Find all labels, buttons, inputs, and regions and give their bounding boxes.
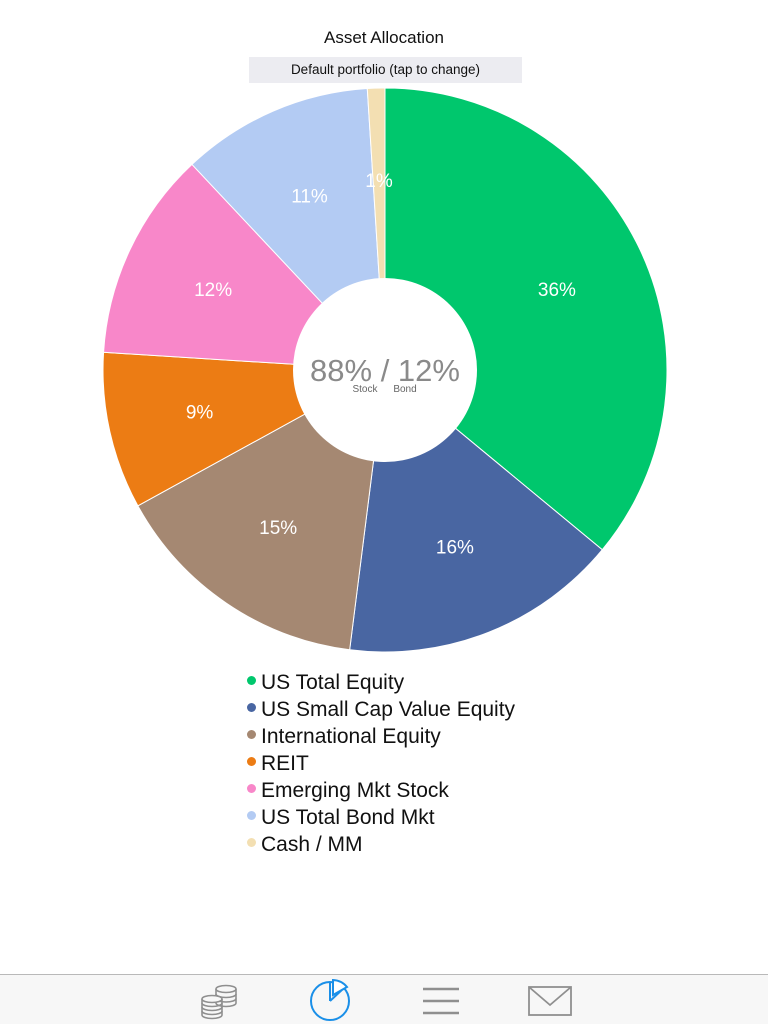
legend-dot	[247, 676, 256, 685]
legend-item-emerging-mkt-stock: Emerging Mkt Stock	[247, 777, 515, 804]
allocation-donut-chart[interactable]: 36% 16% 15% 9% 12% 11% 1% 88% / 12% Stock Bond	[0, 0, 768, 670]
legend-dot	[247, 811, 256, 820]
legend-label: US Total Bond Mkt	[261, 806, 435, 829]
legend-dot	[247, 703, 256, 712]
stock-label: Stock	[352, 384, 378, 395]
legend-dot	[247, 757, 256, 766]
mail-envelope-icon	[528, 986, 572, 1016]
slice-label-us-total-equity: 36%	[538, 280, 576, 301]
slice-label-reit: 9%	[186, 402, 214, 423]
slice-label-us-total-bond-mkt: 11%	[291, 187, 328, 208]
legend-item-us-small-cap-value-equity: US Small Cap Value Equity	[247, 696, 515, 723]
donut-center-hole	[293, 278, 477, 462]
tab-menu[interactable]	[415, 979, 465, 1021]
legend-label: US Small Cap Value Equity	[261, 698, 516, 721]
change-portfolio-button[interactable]: Default portfolio (tap to change)	[249, 57, 522, 83]
legend-label: International Equity	[261, 725, 441, 748]
slice-label-international-equity: 15%	[259, 518, 297, 539]
page-title: Asset Allocation	[323, 28, 444, 47]
stock-bond-ratio: 88% / 12%	[310, 353, 460, 388]
bond-label: Bond	[393, 384, 416, 395]
legend-item-us-total-bond-mkt: US Total Bond Mkt	[247, 804, 515, 831]
pie-slice-us-total-equity[interactable]	[384, 87, 668, 551]
slice-label-cash-mm: 1%	[365, 171, 393, 192]
legend-item-international-equity: International Equity	[247, 723, 515, 750]
legend-label: US Total Equity	[261, 671, 405, 694]
legend-dot	[247, 730, 256, 739]
tab-mail[interactable]	[525, 979, 575, 1021]
legend-item-us-total-equity: US Total Equity	[247, 669, 515, 696]
slice-label-emerging-mkt-stock: 12%	[194, 280, 232, 301]
tab-portfolio-holdings[interactable]	[195, 979, 245, 1021]
legend-dot	[247, 838, 256, 847]
slice-label-us-small-cap-value-equity: 16%	[436, 538, 474, 559]
donut-chart-svg: 36% 16% 15% 9% 12% 11% 1% 88% / 12%Stock Bond	[102, 87, 668, 653]
list-menu-icon	[423, 987, 459, 1015]
legend-dot	[247, 784, 256, 793]
pie-chart-icon	[310, 979, 350, 1021]
legend-item-cash-mm: Cash / MM	[247, 831, 515, 858]
legend-label: Cash / MM	[261, 833, 363, 856]
pie-slice-international-equity[interactable]	[137, 369, 386, 651]
legend-label: Emerging Mkt Stock	[261, 779, 449, 802]
tab-asset-allocation[interactable]	[305, 979, 355, 1021]
coins-stack-icon	[201, 984, 237, 1020]
tab-bar	[0, 974, 768, 1024]
chart-legend: US Total Equity US Small Cap Value Equity…	[247, 669, 515, 858]
legend-item-reit: REIT	[247, 750, 515, 777]
legend-label: REIT	[261, 752, 309, 775]
